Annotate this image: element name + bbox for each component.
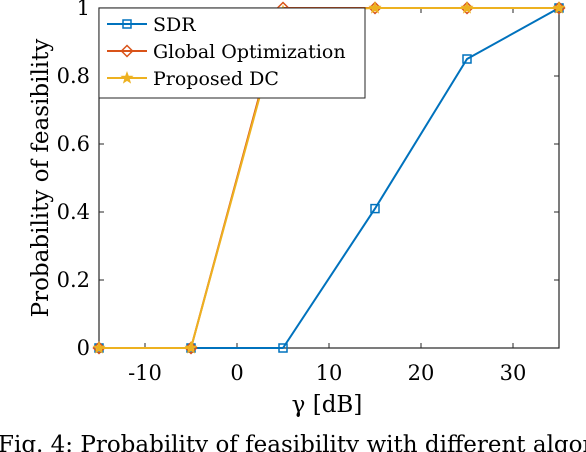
y-tick-label: 1 [77, 0, 90, 20]
y-tick-label: 0.8 [57, 64, 90, 88]
data-point-proposed-dc [92, 341, 106, 354]
data-point-proposed-dc [184, 341, 198, 354]
legend-label-global-optimization: Global Optimization [153, 41, 346, 63]
data-point-proposed-dc [368, 1, 382, 14]
y-tick-label: 0.6 [57, 132, 90, 156]
x-axis-label: γ [dB] [292, 392, 363, 418]
data-point-proposed-dc [460, 1, 474, 14]
plot-area: -10 0 10 20 30 0 0.2 0.4 0.6 0.8 1 SDR Global Optimi… [57, 0, 566, 385]
y-tick-label: 0.4 [57, 200, 90, 224]
data-point-sdr [370, 203, 380, 214]
y-axis-label: Probability of feasibility [28, 39, 54, 318]
x-tick-label: -10 [128, 361, 162, 385]
x-tick-label: 20 [408, 361, 435, 385]
legend-marker-global-optimization [120, 44, 134, 58]
y-tick-label: 0.2 [57, 268, 90, 292]
legend-marker-proposed-dc [120, 71, 134, 84]
x-tick-label: 10 [316, 361, 343, 385]
data-point-sdr [462, 54, 472, 64]
y-tick-label: 0 [77, 336, 90, 360]
legend-label-sdr: SDR [153, 14, 196, 36]
x-tick-label: 30 [500, 361, 527, 385]
legend-label-proposed-dc: Proposed DC [153, 68, 279, 90]
legend-box [98, 7, 366, 99]
legend-marker-sdr [122, 19, 132, 29]
data-point-proposed-dc [552, 1, 566, 14]
figure-caption: Fig. 4: Probability of feasibility with … [0, 432, 586, 452]
data-point-sdr [278, 343, 288, 353]
x-tick-label: 0 [230, 361, 243, 385]
